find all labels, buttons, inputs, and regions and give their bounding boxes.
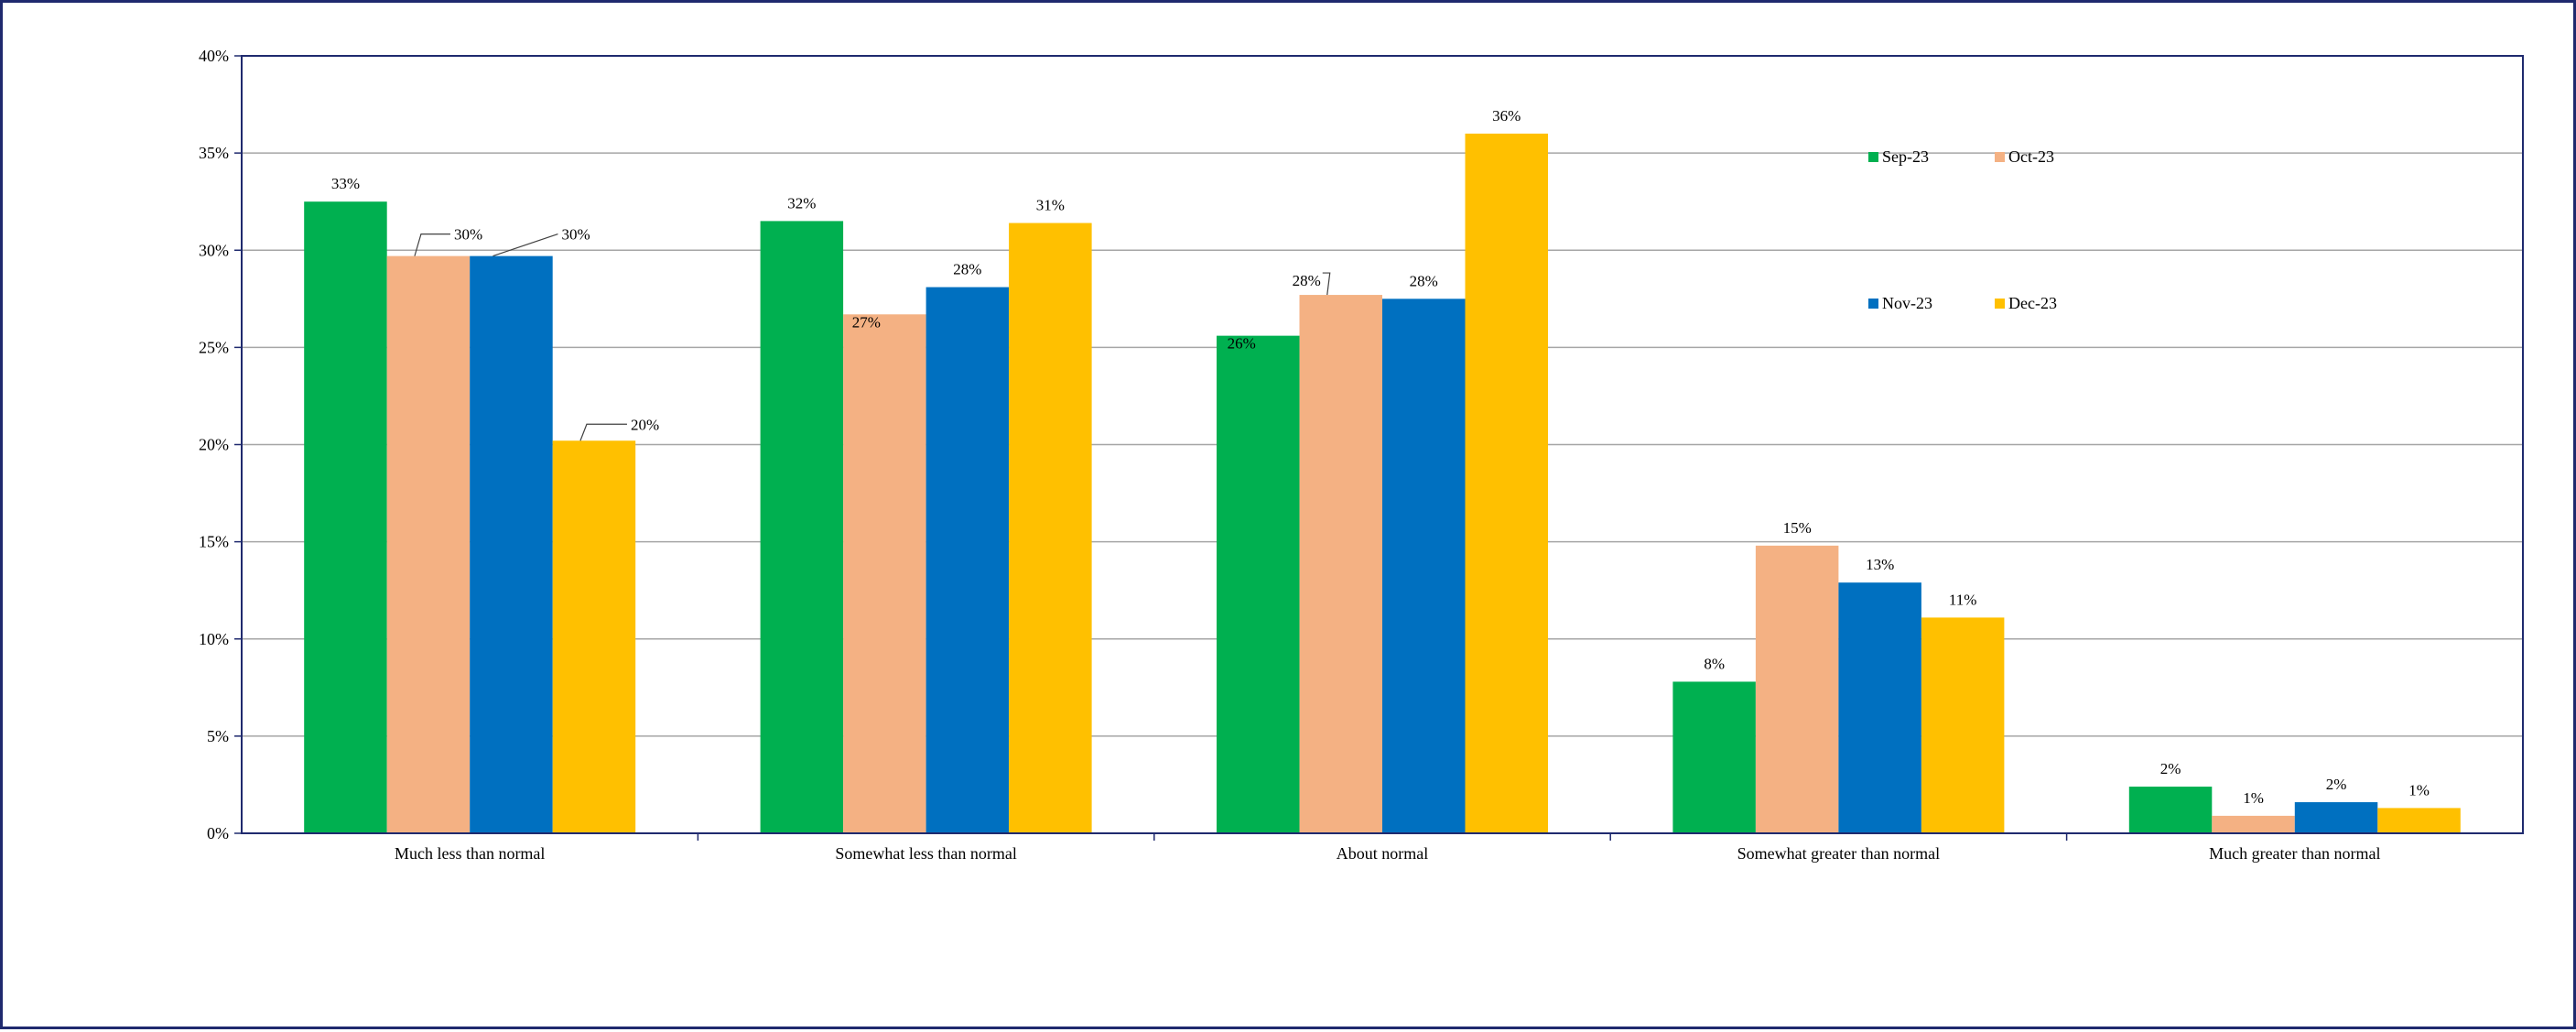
legend-swatch-sep-23: [1868, 152, 1878, 162]
legend-label-dec-23: Dec-23: [2008, 294, 2057, 312]
data-label: 30%: [561, 226, 590, 244]
data-label: 11%: [1949, 591, 1977, 608]
legend-label-oct-23: Oct-23: [2008, 147, 2054, 166]
data-label: 28%: [1410, 272, 1438, 289]
y-tick-label: 10%: [199, 630, 229, 648]
y-tick-label: 20%: [199, 436, 229, 454]
bar-sep-23: [2128, 787, 2213, 833]
data-label: 28%: [1293, 272, 1321, 289]
data-label: 27%: [852, 313, 881, 331]
bar-dec-23: [1921, 617, 2005, 833]
x-category-label: Much less than normal: [395, 844, 545, 863]
bar-sep-23: [1672, 681, 1756, 833]
y-tick-label: 35%: [199, 144, 229, 162]
y-tick-label: 30%: [199, 241, 229, 259]
data-label: 36%: [1492, 107, 1521, 125]
y-tick-label: 40%: [199, 47, 229, 65]
y-tick-label: 25%: [199, 338, 229, 356]
bar-oct-23: [1755, 545, 1839, 833]
bar-sep-23: [760, 221, 844, 834]
data-label: 30%: [454, 226, 482, 244]
data-label: 28%: [953, 261, 981, 278]
x-category-label: About normal: [1337, 844, 1429, 863]
legend: Sep-23 Oct-23 Nov-23 Dec-23: [1868, 147, 2057, 312]
y-tick-label: 0%: [207, 824, 229, 842]
leader-line: [1322, 272, 1331, 296]
bar-nov-23: [925, 287, 1010, 833]
bar-nov-23: [1382, 299, 1466, 833]
bar-dec-23: [1465, 133, 1548, 833]
bar-chart: 0% 5% 10% 15% 20% 25% 30% 35% 40% Much less than …: [199, 47, 2524, 863]
bar-nov-23: [2294, 802, 2378, 833]
legend-swatch-oct-23: [1995, 152, 2005, 162]
bar-oct-23: [843, 314, 926, 834]
data-label: 32%: [787, 194, 816, 212]
data-label: 15%: [1783, 519, 1812, 537]
data-label: 2%: [2326, 776, 2347, 793]
data-label: 1%: [2408, 781, 2430, 798]
data-label: 20%: [631, 416, 659, 433]
y-tick-label: 5%: [207, 727, 229, 745]
data-label: 13%: [1866, 556, 1894, 573]
leader-line: [579, 423, 627, 441]
leader-line: [414, 234, 450, 256]
axes: 0% 5% 10% 15% 20% 25% 30% 35% 40% Much less than …: [199, 47, 2524, 863]
bar-oct-23: [2212, 815, 2295, 833]
data-label: 8%: [1704, 655, 1725, 672]
bar-sep-23: [1217, 335, 1300, 833]
leader-line: [492, 234, 558, 257]
bar-nov-23: [470, 255, 553, 833]
data-label: 2%: [2160, 760, 2181, 777]
data-label: 31%: [1036, 197, 1065, 214]
legend-swatch-nov-23: [1868, 299, 1878, 309]
legend-label-nov-23: Nov-23: [1882, 294, 1932, 312]
data-labels: 33% 30% 30% 20% 32% 27% 28% 31% 26% 28% 28% 36% 8% 15…: [331, 107, 2430, 807]
bar-dec-23: [1009, 223, 1092, 833]
bar-dec-23: [552, 440, 636, 833]
bar-dec-23: [2377, 808, 2461, 833]
bar-oct-23: [386, 255, 471, 833]
x-category-label: Somewhat greater than normal: [1737, 844, 1940, 863]
bar-nov-23: [1838, 582, 1921, 833]
y-tick-label: 15%: [199, 533, 229, 551]
data-label: 33%: [331, 175, 360, 192]
plot-area-border: [241, 55, 2524, 834]
bar-oct-23: [1299, 295, 1382, 833]
legend-swatch-dec-23: [1995, 299, 2005, 309]
legend-label-sep-23: Sep-23: [1882, 147, 1929, 166]
data-label: 1%: [2243, 789, 2264, 807]
x-category-label: Somewhat less than normal: [835, 844, 1016, 863]
data-label: 26%: [1228, 335, 1256, 353]
x-category-label: Much greater than normal: [2209, 844, 2380, 863]
bars: [304, 133, 2461, 834]
bar-sep-23: [304, 201, 387, 833]
